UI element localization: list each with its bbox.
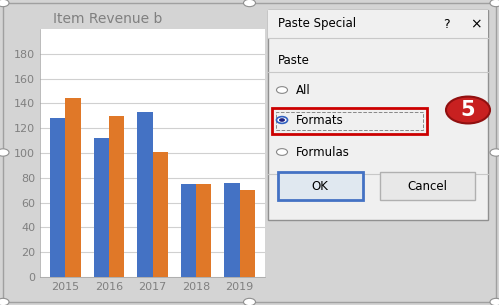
Text: All: All [296,84,311,96]
Text: Paste Special: Paste Special [278,17,356,30]
Bar [240,190,255,277]
Text: Formulas: Formulas [296,145,350,159]
Text: OK: OK [311,180,328,192]
Text: 5: 5 [461,100,476,120]
Bar [65,99,81,277]
Bar [225,183,240,277]
Text: Paste: Paste [278,53,310,66]
Bar [137,112,153,277]
Title: Item Revenue b: Item Revenue b [53,13,162,27]
Bar [109,116,124,277]
Text: ?: ? [443,17,450,30]
Bar [153,152,168,277]
Text: Formats: Formats [296,113,344,127]
Bar [50,118,65,277]
Text: ×: × [470,17,482,31]
Bar [94,138,109,277]
Text: Cancel: Cancel [407,180,447,192]
Bar [181,184,196,277]
Bar [196,184,211,277]
